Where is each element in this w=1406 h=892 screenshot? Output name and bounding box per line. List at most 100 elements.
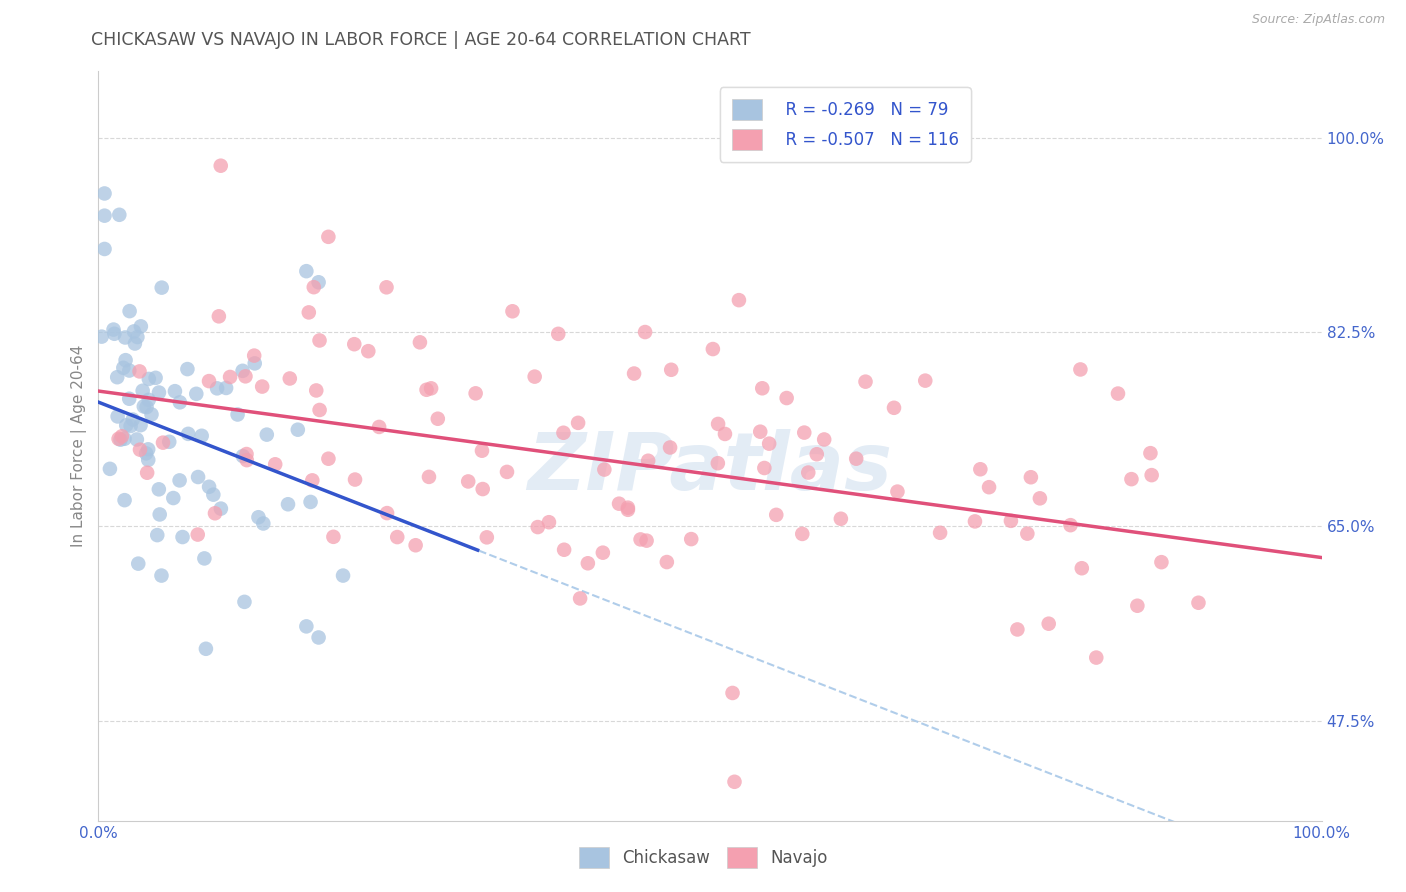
Point [177, 426, 200, 441]
Point [883, 401, 905, 415]
Point [751, 381, 773, 395]
Point [215, 381, 238, 395]
Point [118, 304, 141, 318]
Point [277, 497, 299, 511]
Point [232, 364, 254, 378]
Point [681, 532, 703, 546]
Point [567, 416, 589, 430]
Text: CHICKASAW VS NAVAJO IN LABOR FORCE | AGE 20-64 CORRELATION CHART: CHICKASAW VS NAVAJO IN LABOR FORCE | AGE… [91, 31, 751, 49]
Point [607, 497, 630, 511]
Point [537, 515, 560, 529]
Point [409, 335, 432, 350]
Point [813, 433, 835, 447]
Point [141, 408, 163, 422]
Point [1107, 386, 1129, 401]
Point [138, 392, 160, 407]
Point [707, 417, 730, 431]
Point [914, 374, 936, 388]
Point [553, 542, 575, 557]
Point [721, 686, 744, 700]
Legend: Chickasaw, Navajo: Chickasaw, Navajo [572, 840, 834, 875]
Point [250, 379, 273, 393]
Point [162, 491, 184, 505]
Point [344, 473, 367, 487]
Point [1059, 518, 1081, 533]
Point [793, 425, 815, 440]
Point [129, 319, 152, 334]
Point [418, 470, 440, 484]
Point [308, 631, 330, 645]
Point [198, 374, 221, 388]
Point [576, 556, 599, 570]
Point [728, 293, 751, 307]
Point [118, 363, 141, 377]
Point [1038, 616, 1060, 631]
Point [187, 470, 209, 484]
Point [886, 484, 908, 499]
Point [256, 427, 278, 442]
Point [243, 349, 266, 363]
Point [637, 454, 659, 468]
Point [855, 375, 877, 389]
Point [496, 465, 519, 479]
Point [127, 557, 149, 571]
Point [1069, 362, 1091, 376]
Point [1085, 650, 1108, 665]
Point [247, 510, 270, 524]
Point [114, 330, 136, 344]
Point [198, 480, 221, 494]
Point [343, 337, 366, 351]
Point [464, 386, 486, 401]
Point [630, 533, 652, 547]
Point [797, 466, 820, 480]
Point [163, 384, 186, 399]
Point [138, 372, 160, 386]
Point [471, 443, 494, 458]
Point [219, 370, 242, 384]
Point [969, 462, 991, 476]
Point [1139, 446, 1161, 460]
Point [93, 186, 115, 201]
Point [553, 425, 575, 440]
Point [235, 447, 257, 461]
Point [135, 446, 157, 460]
Point [1000, 514, 1022, 528]
Point [526, 520, 548, 534]
Point [702, 342, 724, 356]
Point [93, 209, 115, 223]
Point [1070, 561, 1092, 575]
Point [112, 360, 135, 375]
Point [754, 461, 776, 475]
Point [136, 453, 159, 467]
Point [131, 384, 153, 398]
Point [103, 326, 125, 341]
Point [172, 530, 194, 544]
Point [103, 322, 125, 336]
Point [127, 330, 149, 344]
Point [128, 364, 150, 378]
Point [405, 538, 427, 552]
Point [135, 400, 157, 414]
Point [105, 370, 128, 384]
Point [302, 280, 325, 294]
Point [235, 369, 257, 384]
Point [98, 462, 121, 476]
Point [475, 530, 498, 544]
Point [125, 433, 148, 447]
Point [714, 426, 737, 441]
Point [204, 506, 226, 520]
Point [202, 488, 225, 502]
Point [305, 384, 328, 398]
Point [121, 412, 143, 426]
Point [110, 433, 132, 447]
Point [233, 595, 256, 609]
Point [145, 371, 167, 385]
Point [107, 409, 129, 424]
Point [501, 304, 523, 318]
Point [124, 336, 146, 351]
Point [368, 420, 391, 434]
Point [278, 371, 301, 385]
Point [963, 515, 986, 529]
Point [236, 453, 259, 467]
Point [114, 353, 136, 368]
